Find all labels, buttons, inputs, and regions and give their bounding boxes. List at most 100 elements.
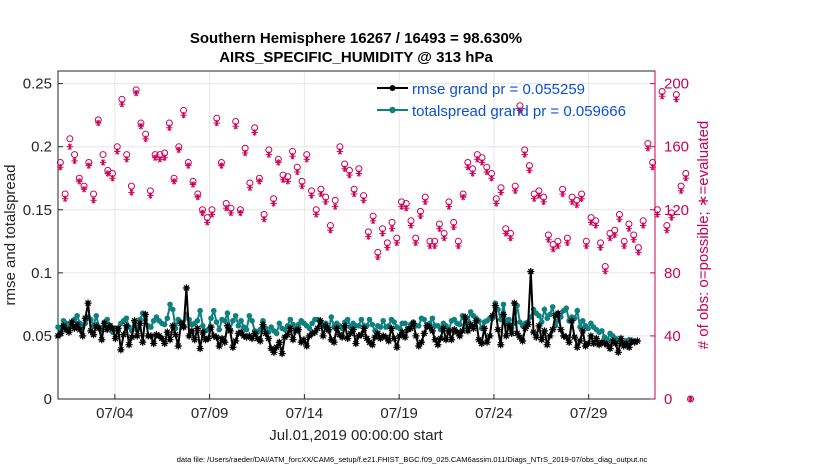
rmse-point <box>527 267 535 276</box>
rmse-point-stroke <box>352 340 359 347</box>
rmse-point <box>122 322 130 330</box>
rmse-point <box>464 327 472 335</box>
rmse-point-stroke <box>407 325 414 332</box>
rmse-point <box>338 333 346 341</box>
rmse-point-stroke <box>87 327 94 334</box>
spread-point <box>213 319 220 325</box>
rmse-point-stroke <box>623 340 630 347</box>
x-tick-label: 07/09 <box>191 405 229 422</box>
rmse-point-stroke <box>516 334 523 341</box>
rmse-point <box>562 333 570 341</box>
rmse-point-stroke <box>276 339 283 346</box>
rmse-point-stroke <box>65 329 72 336</box>
obs-evaluated-point <box>393 239 400 247</box>
rmse-point-stroke <box>139 339 146 346</box>
rmse-point-stroke <box>317 317 324 324</box>
obs-evaluated-point <box>66 143 74 150</box>
obs-evaluated-point <box>346 171 353 179</box>
rmse-point-stroke <box>366 339 373 346</box>
rmse-point <box>341 322 349 330</box>
rmse-point-stroke <box>492 302 499 309</box>
rmse-point-stroke <box>549 326 556 333</box>
rmse-point-stroke <box>172 331 179 338</box>
y-left-tick-label: 0.15 <box>23 202 52 219</box>
spread-point <box>167 301 173 308</box>
rmse-point-stroke <box>76 326 83 333</box>
rmse-point <box>199 328 207 336</box>
rmse-point <box>188 327 196 335</box>
rmse-point <box>171 331 180 339</box>
spread-point <box>93 312 100 319</box>
obs-evaluated-point <box>308 192 315 199</box>
x-tick-label: 07/04 <box>96 405 134 422</box>
rmse-point <box>166 336 174 344</box>
obs-evaluated-point <box>151 154 159 161</box>
rmse-point <box>379 332 387 340</box>
rmse-point-stroke <box>557 326 564 333</box>
spread-point <box>210 307 217 314</box>
obs-evaluated-point <box>649 163 656 171</box>
rmse-point-stroke <box>117 346 124 353</box>
rmse-point <box>204 334 212 343</box>
rmse-point-stroke <box>90 331 97 338</box>
spread-point <box>585 325 591 332</box>
rmse-point <box>472 317 480 325</box>
rmse-point-stroke <box>115 325 122 332</box>
rmse-point-stroke <box>508 330 515 337</box>
rmse-point <box>177 319 185 327</box>
obs-evaluated-point <box>194 193 201 201</box>
rmse-point <box>592 334 600 343</box>
obs-evaluated-point <box>355 170 363 177</box>
rmse-point <box>84 299 92 307</box>
rmse-point <box>467 320 475 329</box>
rmse-point-stroke <box>566 339 573 346</box>
rmse-point <box>428 327 437 335</box>
rmse-point-stroke <box>533 334 540 341</box>
rmse-point <box>363 334 371 343</box>
plot-area-frame <box>57 70 656 400</box>
obs-evaluated-point <box>682 175 689 182</box>
rmse-point <box>565 338 573 346</box>
rmse-point-stroke <box>432 336 439 343</box>
rmse-point-stroke <box>262 330 269 337</box>
rmse-point <box>333 324 341 332</box>
rmse-point <box>393 343 401 351</box>
obs-evaluated-point <box>57 163 64 171</box>
rmse-point <box>396 332 404 340</box>
rmse-point <box>212 333 221 341</box>
rmse-point-stroke <box>336 331 343 338</box>
obs-possible-point <box>99 151 107 159</box>
obs-evaluated-point <box>459 193 467 201</box>
y-right-tick-label: 80 <box>664 265 681 282</box>
spread-point <box>456 321 463 328</box>
rmse-point <box>191 336 199 344</box>
obs-evaluated-point <box>109 175 116 182</box>
rmse-point-stroke <box>347 330 354 337</box>
rmse-point-stroke <box>175 343 182 349</box>
y-axis-label-right: # of obs: o=possible; ∗=evaluated <box>695 121 712 350</box>
rmse-point <box>513 329 521 337</box>
obs-evaluated-point <box>260 216 268 223</box>
obs-possible-point <box>66 135 74 143</box>
rmse-point-stroke <box>229 344 236 351</box>
rmse-point-stroke <box>415 343 422 349</box>
rmse-point <box>478 339 486 348</box>
rmse-point <box>568 317 576 325</box>
rmse-point <box>412 332 420 340</box>
rmse-point-stroke <box>429 327 436 334</box>
rmse-point <box>344 334 352 343</box>
rmse-point <box>136 319 144 327</box>
rmse-point <box>193 324 201 332</box>
obs-evaluated-point <box>208 211 216 218</box>
rmse-point-stroke <box>568 317 575 324</box>
rmse-point-stroke <box>303 343 310 349</box>
rmse-point <box>294 326 303 334</box>
obs-evaluated-point <box>606 234 614 242</box>
rmse-point <box>535 322 543 330</box>
obs-evaluated-point <box>384 244 391 251</box>
obs-evaluated-point <box>137 122 145 130</box>
rmse-point-stroke <box>500 311 507 318</box>
obs-evaluated-point <box>625 225 633 232</box>
rmse-point-stroke <box>249 335 256 342</box>
spread-point <box>506 316 512 323</box>
